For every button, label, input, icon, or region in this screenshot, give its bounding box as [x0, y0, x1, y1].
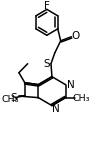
Text: O: O — [71, 31, 79, 41]
Text: CH₃: CH₃ — [1, 95, 19, 104]
Text: S: S — [11, 93, 17, 103]
Text: CH₃: CH₃ — [72, 94, 90, 103]
Text: S: S — [44, 59, 50, 69]
Text: N: N — [52, 104, 60, 114]
Text: F: F — [44, 1, 50, 11]
Text: N: N — [66, 80, 74, 90]
